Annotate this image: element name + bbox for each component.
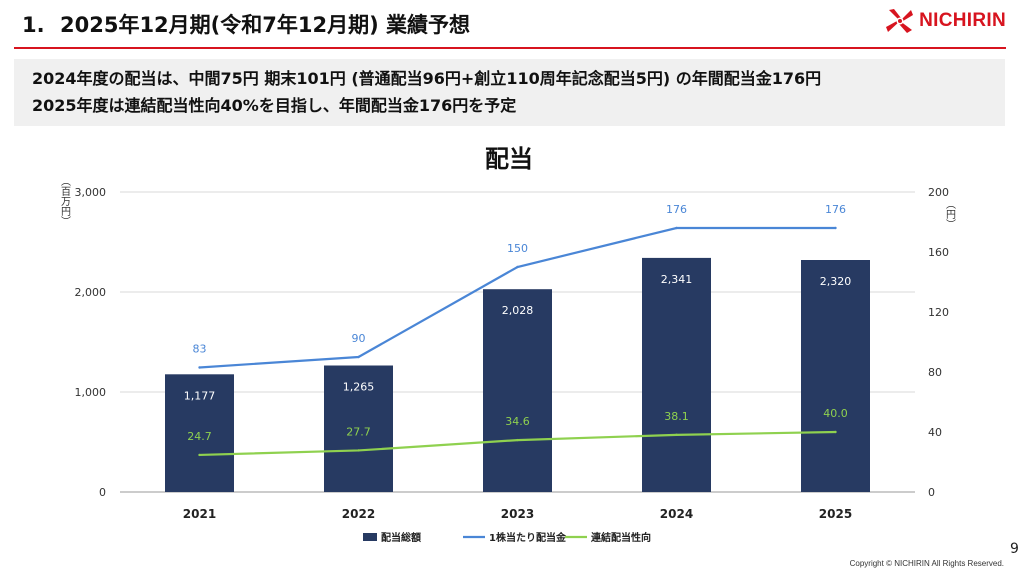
- line-point: [198, 366, 201, 369]
- legend-label: 1株当たり配当金: [489, 531, 567, 544]
- y-left-tick-label: 1,000: [75, 386, 107, 399]
- line-point: [357, 449, 360, 452]
- line-point: [675, 433, 678, 437]
- line-data-label: 27.7: [346, 425, 371, 438]
- line-data-label: 24.7: [187, 430, 212, 443]
- y-right-tick-label: 40: [928, 426, 942, 439]
- section-title: 2025年12月期(令和7年12月期) 業績予想: [60, 13, 471, 37]
- section-number: 1.: [22, 13, 45, 37]
- line-data-label: 34.6: [505, 415, 530, 428]
- bar-data-label: 1,265: [343, 381, 375, 394]
- line-data-label: 40.0: [823, 407, 848, 420]
- summary-line-2: 2025年度は連結配当性向40%を目指し、年間配当金176円を予定: [32, 96, 517, 115]
- y-right-tick-label: 120: [928, 306, 949, 319]
- y-right-tick-label: 160: [928, 246, 949, 259]
- bar-total-dividend: [642, 257, 711, 492]
- line-point: [198, 453, 201, 457]
- company-logo: NICHIRIN: [885, 8, 1006, 34]
- line-data-label: 83: [193, 343, 207, 356]
- y-right-tick-label: 200: [928, 186, 949, 199]
- y-left-tick-label: 2,000: [75, 286, 107, 299]
- line-data-label: 176: [825, 203, 846, 216]
- bar-total-dividend: [483, 289, 552, 492]
- line-point: [834, 226, 837, 230]
- line-data-label: 38.1: [664, 410, 689, 423]
- x-tick-label: 2023: [501, 507, 534, 521]
- summary-box: 2024年度の配当は、中間75円 期末101円 (普通配当96円+創立110周年…: [14, 59, 1005, 126]
- bar-total-dividend: [324, 365, 393, 492]
- header-divider: [14, 47, 1006, 49]
- nichirin-logo-icon: [886, 9, 914, 33]
- line-data-label: 176: [666, 203, 687, 216]
- copyright-notice: Copyright © NICHIRIN All Rights Reserved…: [849, 559, 1004, 568]
- y-right-unit-label: （円）: [944, 199, 956, 229]
- line-data-label: 150: [507, 242, 528, 255]
- y-left-tick-label: 0: [99, 486, 106, 499]
- chart-title: 配当: [485, 145, 533, 173]
- page-title: 1. 2025年12月期(令和7年12月期) 業績予想: [22, 9, 470, 39]
- legend-label: 連結配当性向: [591, 531, 651, 544]
- line-point: [834, 430, 837, 434]
- y-left-unit-label: （百万円）: [59, 176, 71, 226]
- x-tick-label: 2021: [183, 507, 216, 521]
- bar-total-dividend: [165, 374, 234, 492]
- bar-data-label: 2,028: [502, 304, 534, 317]
- y-left-tick-label: 3,000: [75, 186, 107, 199]
- line-data-label: 90: [352, 332, 366, 345]
- x-tick-label: 2022: [342, 507, 375, 521]
- line-point: [357, 355, 360, 359]
- bar-data-label: 1,177: [184, 389, 216, 402]
- legend-label: 配当総額: [381, 531, 421, 544]
- page-number: 9: [1010, 541, 1019, 557]
- bar-data-label: 2,320: [820, 275, 852, 288]
- x-tick-label: 2024: [660, 507, 693, 521]
- bar-total-dividend: [801, 260, 870, 492]
- bar-data-label: 2,341: [661, 273, 693, 286]
- line-point: [675, 226, 678, 230]
- x-tick-label: 2025: [819, 507, 852, 521]
- logo-text: NICHIRIN: [919, 10, 1006, 31]
- y-right-tick-label: 0: [928, 486, 935, 499]
- line-point: [516, 265, 519, 269]
- y-right-tick-label: 80: [928, 366, 942, 379]
- legend-swatch-bar: [363, 533, 377, 541]
- summary-line-1: 2024年度の配当は、中間75円 期末101円 (普通配当96円+創立110周年…: [32, 69, 822, 88]
- line-point: [516, 438, 519, 442]
